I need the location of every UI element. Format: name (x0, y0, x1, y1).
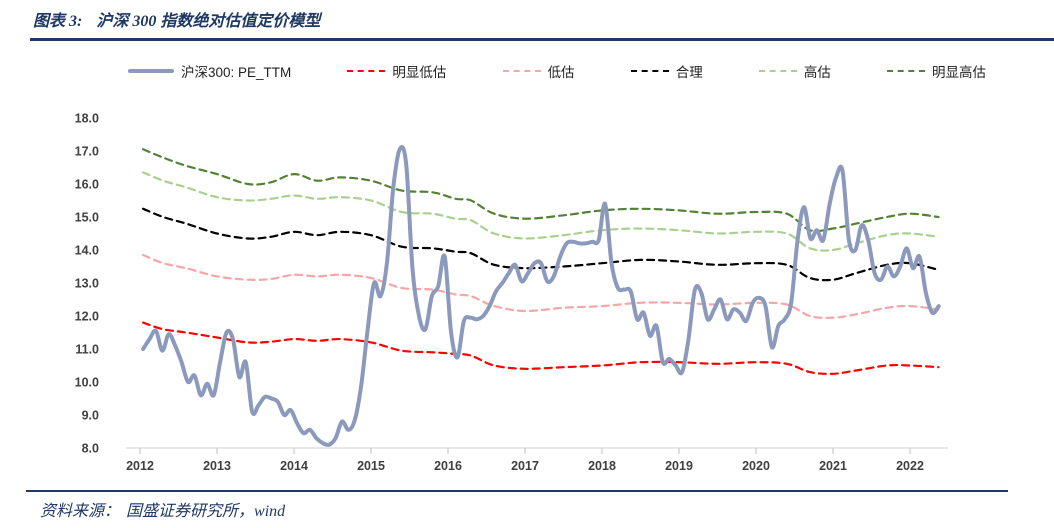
chart-legend: 沪深300: PE_TTM 明显低估 低估 合理 高估 明显高估 (128, 61, 986, 81)
legend-swatch-undervalued (502, 70, 541, 72)
source-text: 国盛证券研究所，wind (126, 503, 286, 520)
legend-item-fair: 合理 (630, 61, 703, 81)
legend-swatch-overvalued (758, 70, 797, 72)
source-label: 资料来源： (40, 503, 121, 520)
obvious-undervalued-line (142, 321, 940, 375)
y-axis-label: 11.0 (75, 343, 99, 357)
y-axis-label: 9.0 (82, 409, 99, 423)
y-axis-label: 14.0 (75, 244, 99, 258)
y-axis-label: 15.0 (75, 211, 99, 225)
legend-swatch-csi300-pe-ttm (128, 69, 174, 73)
legend-label-csi300-pe-ttm: 沪深300: PE_TTM (181, 65, 292, 80)
legend-label-obvious-undervalued: 明显低估 (392, 65, 447, 80)
legend-item-obvious-undervalued: 明显低估 (347, 61, 446, 81)
x-axis-label: 2020 (742, 459, 770, 473)
legend-item-overvalued: 高估 (758, 61, 831, 81)
legend-swatch-fair (630, 70, 669, 72)
undervalued-line (142, 253, 940, 319)
y-axis-label: 12.0 (75, 310, 99, 324)
y-axis-label: 10.0 (75, 376, 99, 390)
x-axis-label: 2015 (357, 459, 385, 473)
legend-label-obvious-overvalued: 明显高估 (931, 65, 986, 80)
y-axis-label: 13.0 (75, 277, 99, 291)
figure-label: 图表 3: (33, 13, 83, 30)
header-divider (30, 38, 1054, 41)
figure-title: 沪深 300 指数绝对估值定价模型 (96, 13, 321, 30)
legend-item-csi300-pe-ttm: 沪深300: PE_TTM (128, 61, 291, 81)
figure-footer: 资料来源： 国盛证券研究所，wind (40, 497, 285, 521)
y-axis-label: 16.0 (75, 178, 99, 192)
fair-line (142, 207, 940, 282)
x-axis-label: 2017 (511, 459, 539, 473)
figure-header: 图表 3: 沪深 300 指数绝对估值定价模型 (33, 7, 320, 31)
legend-swatch-obvious-overvalued (886, 70, 925, 72)
csi300-pe-ttm-line (141, 145, 941, 447)
x-axis-label: 2016 (434, 459, 462, 473)
x-axis-label: 2012 (126, 459, 154, 473)
y-axis-label: 18.0 (75, 112, 99, 126)
y-axis-label: 8.0 (82, 442, 99, 456)
x-axis-label: 2013 (203, 459, 231, 473)
obvious-overvalued-line (142, 148, 940, 233)
x-axis-label: 2021 (819, 459, 847, 473)
legend-label-undervalued: 低估 (547, 65, 575, 80)
legend-item-undervalued: 低估 (502, 61, 575, 81)
y-axis-label: 17.0 (75, 145, 99, 159)
x-axis-label: 2018 (588, 459, 616, 473)
legend-label-overvalued: 高估 (803, 65, 831, 80)
legend-item-obvious-overvalued: 明显高估 (886, 61, 986, 81)
overvalued-line (142, 171, 940, 252)
legend-swatch-obvious-undervalued (347, 70, 386, 72)
legend-label-fair: 合理 (675, 65, 703, 80)
x-axis-label: 2022 (896, 459, 924, 473)
x-axis-label: 2014 (280, 459, 308, 473)
x-axis-label: 2019 (665, 459, 693, 473)
footer-divider (26, 490, 1008, 492)
